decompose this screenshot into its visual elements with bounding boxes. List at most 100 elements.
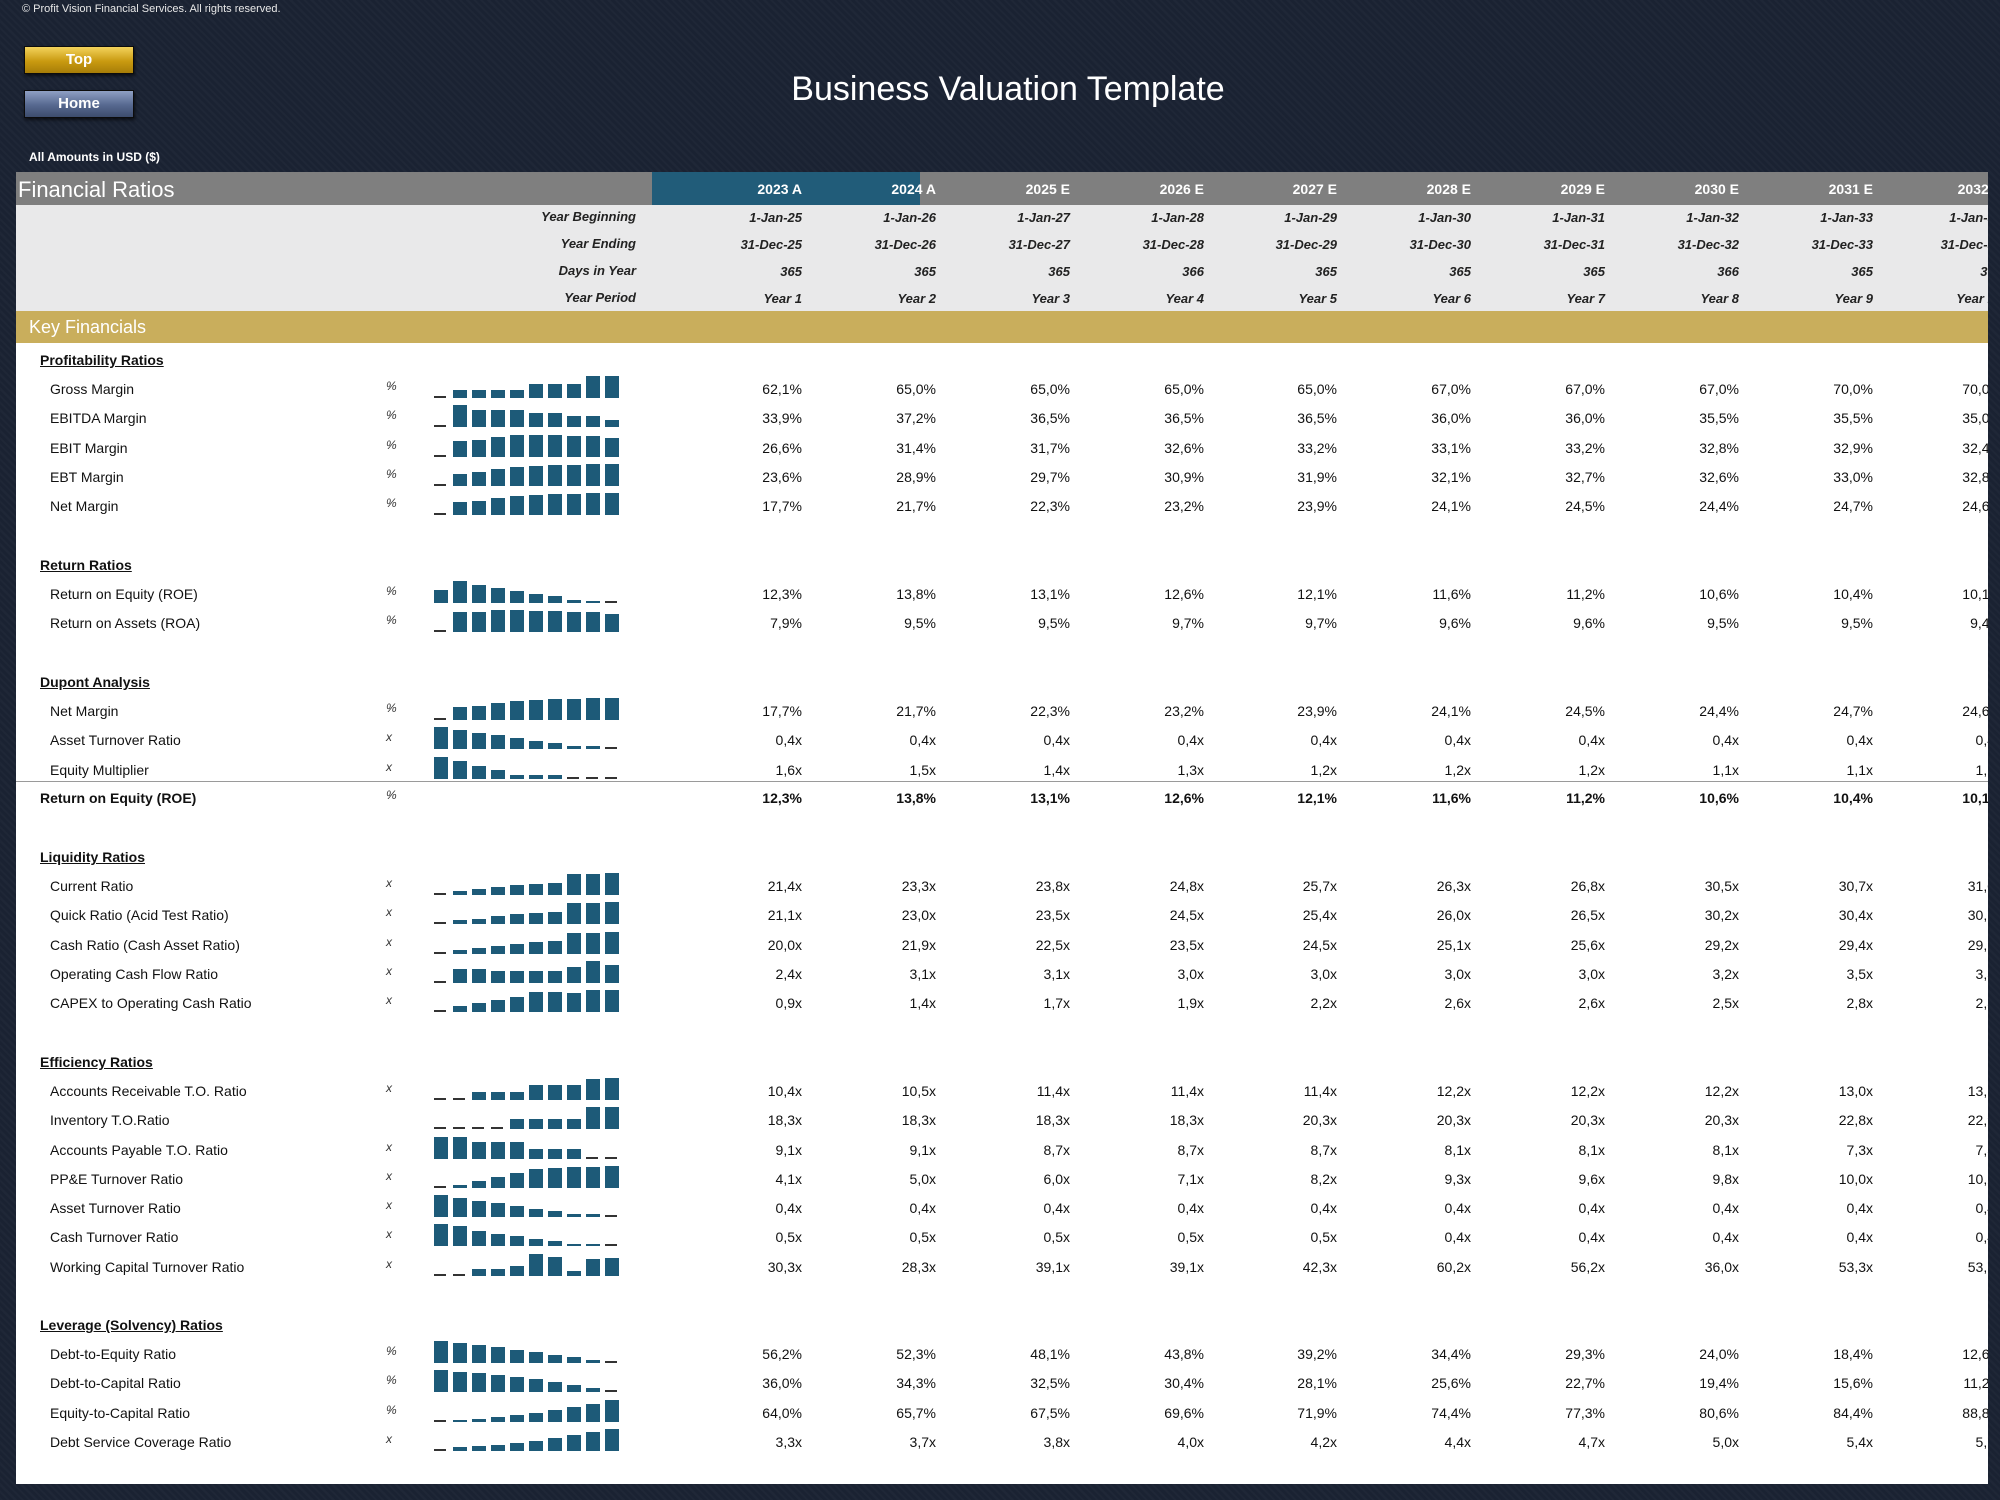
ratio-value: 23,5x xyxy=(1035,907,1070,923)
sparkline-bar xyxy=(510,1142,524,1159)
ratio-value: 8,7x xyxy=(1043,1142,1070,1158)
ratio-value: 11,6% xyxy=(1432,790,1471,806)
sparkline-bar xyxy=(472,706,486,720)
ratio-label: Operating Cash Flow Ratio xyxy=(50,966,219,982)
ratio-value: 12,3% xyxy=(762,586,802,602)
sparkline xyxy=(434,374,624,398)
sparkline-bar xyxy=(586,612,600,632)
sparkline-bar xyxy=(586,1404,600,1422)
sparkline-min-marker xyxy=(434,513,446,515)
unit-marker: % xyxy=(386,1344,397,1358)
sparkline-bar xyxy=(548,941,562,954)
sparkline-bar xyxy=(510,944,524,954)
ratio-value: 22,9x xyxy=(1967,1112,1988,1128)
ratio-value: 30,4% xyxy=(1164,1375,1204,1391)
sparkline-bar xyxy=(510,496,524,515)
sparkline-min-marker xyxy=(434,1098,446,1100)
ratio-value: 2,5x xyxy=(1712,995,1739,1011)
sparkline-bar xyxy=(548,435,562,457)
ratio-value: 11,4x xyxy=(1303,1083,1337,1099)
sparkline-bar xyxy=(472,440,486,457)
unit-marker: % xyxy=(386,613,397,627)
ratio-value: 0,4x xyxy=(1846,1229,1873,1245)
sparkline-bar xyxy=(491,390,505,398)
sparkline-bar xyxy=(453,1447,467,1451)
sparkline-bar xyxy=(472,766,486,779)
sparkline-bar xyxy=(529,1352,543,1363)
unit-marker: x xyxy=(386,935,392,949)
ratio-value: 69,6% xyxy=(1164,1405,1204,1421)
sparkline-bar xyxy=(491,735,505,749)
sparkline-bar xyxy=(548,1168,562,1188)
ratio-value: 30,5x xyxy=(1704,878,1739,894)
home-button[interactable]: Home xyxy=(24,90,134,118)
ratio-value: 11,2% xyxy=(1566,586,1605,602)
ratio-value: 24,5% xyxy=(1565,498,1605,514)
ratio-value: 21,7% xyxy=(896,703,936,719)
unit-marker: % xyxy=(386,584,397,598)
sparkline-bar xyxy=(472,1003,486,1012)
ratio-value: 1,5x xyxy=(909,762,936,778)
sparkline-bar xyxy=(472,1269,486,1276)
sparkline-bar xyxy=(605,614,619,632)
sparkline-bar xyxy=(567,1244,581,1246)
sparkline-bar xyxy=(529,992,543,1012)
ratio-value: 7,9% xyxy=(770,615,802,631)
sparkline-bar xyxy=(510,775,524,779)
currency-note: All Amounts in USD ($) xyxy=(29,150,160,164)
info-cell: 31-Dec-28 xyxy=(1142,237,1204,252)
sparkline-bar xyxy=(567,1435,581,1451)
sparkline-min-marker xyxy=(434,981,446,983)
sparkline-bar xyxy=(453,1420,467,1422)
ratio-value: 8,1x xyxy=(1712,1142,1739,1158)
unit-marker: % xyxy=(386,379,397,393)
sparkline-bar xyxy=(453,1343,467,1363)
sparkline-bar xyxy=(529,913,543,924)
sparkline-bar xyxy=(472,1142,486,1159)
page-title: Business Valuation Template xyxy=(791,70,1225,108)
unit-marker: x xyxy=(386,1140,392,1154)
sparkline-bar xyxy=(529,942,543,954)
top-button[interactable]: Top xyxy=(24,46,134,74)
sparkline-bar xyxy=(567,465,581,486)
ratio-value: 4,1x xyxy=(775,1171,802,1187)
sparkline-bar xyxy=(491,1347,505,1363)
sparkline-min-marker xyxy=(434,484,446,486)
sparkline-bar xyxy=(586,1167,600,1188)
sparkline-bar xyxy=(548,1355,562,1363)
info-row-label: Year Beginning xyxy=(541,209,636,224)
sparkline-bar xyxy=(491,498,505,515)
ratio-value: 12,6% xyxy=(1962,1346,1988,1362)
ratio-value: 20,3x xyxy=(1302,1112,1337,1128)
sparkline-min-marker xyxy=(434,1127,446,1129)
info-cell: 366 xyxy=(1717,264,1739,279)
sparkline-bar xyxy=(605,902,619,924)
sparkline-bar xyxy=(567,1149,581,1159)
sparkline xyxy=(434,1252,624,1276)
ratio-value: 12,6% xyxy=(1164,586,1204,602)
sparkline-bar xyxy=(472,472,486,486)
sparkline-bar xyxy=(605,1400,619,1422)
ratio-label: EBIT Margin xyxy=(50,440,128,456)
sparkline-bar xyxy=(510,1415,524,1422)
ratio-value: 0,4x xyxy=(1444,1229,1471,1245)
sparkline-bar xyxy=(529,384,543,398)
unit-marker: x xyxy=(386,760,392,774)
info-cell: Year 7 xyxy=(1566,291,1605,306)
sparkline-min-marker xyxy=(453,1098,465,1100)
ratio-value: 22,8x xyxy=(1838,1112,1873,1128)
sparkline-bar xyxy=(472,612,486,632)
ratio-value: 24,7% xyxy=(1833,703,1873,719)
ratio-value: 29,7x xyxy=(1967,937,1988,953)
ratio-value: 25,6x xyxy=(1570,937,1605,953)
section-title: Profitability Ratios xyxy=(40,352,164,368)
ratio-value: 31,9% xyxy=(1297,469,1337,485)
ratio-value: 1,1x xyxy=(1846,762,1873,778)
ratio-value: 0,4x xyxy=(1712,1200,1739,1216)
ratio-value: 4,2x xyxy=(1310,1434,1337,1450)
sparkline-bar xyxy=(510,738,524,749)
ratio-value: 0,4x xyxy=(1578,732,1605,748)
unit-marker: x xyxy=(386,993,392,1007)
ratio-value: 88,8% xyxy=(1962,1405,1988,1421)
ratio-label: Cash Ratio (Cash Asset Ratio) xyxy=(50,937,240,953)
